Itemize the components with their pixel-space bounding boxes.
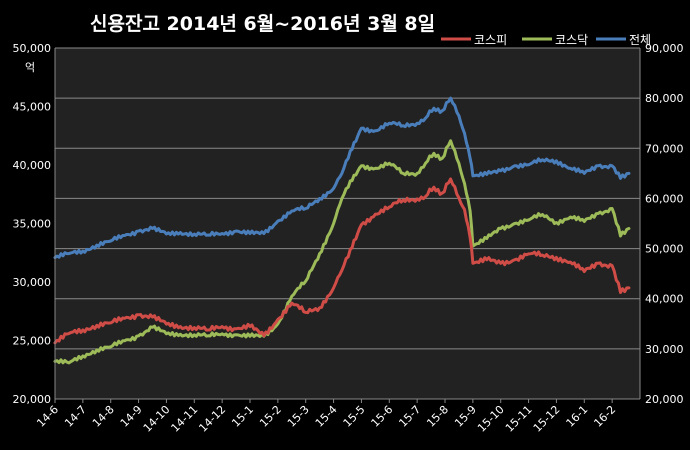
left-tick-label: 25,000	[13, 335, 52, 348]
right-tick-label: 90,000	[645, 42, 684, 55]
legend-label: 코스피	[474, 33, 507, 47]
chart-title: 신용잔고 2014년 6월~2016년 3월 8일	[90, 13, 435, 35]
left-tick-label: 35,000	[13, 218, 52, 231]
right-tick-label: 40,000	[645, 293, 684, 306]
plot-area	[55, 48, 640, 399]
series-layer	[53, 96, 631, 365]
left-tick-label: 40,000	[13, 159, 52, 172]
legend: 코스피 코스닥 전체	[441, 33, 651, 47]
right-tick-label: 50,000	[645, 243, 684, 256]
left-axis-ticks: 20,000 25,000 30,000 35,000 40,000 45,000 50,0…	[13, 42, 52, 406]
right-axis-ticks: 20,000 30,000 40,000 50,000 60,000 70,000 80,0…	[645, 42, 684, 406]
right-tick-label: 60,000	[645, 192, 684, 205]
legend-label: 코스닥	[555, 33, 588, 47]
right-tick-label: 30,000	[645, 343, 684, 356]
left-tick-label: 20,000	[13, 393, 52, 406]
series-line-코스닥	[53, 139, 631, 365]
right-tick-label: 80,000	[645, 92, 684, 105]
series-line-전체	[53, 96, 631, 260]
left-tick-label: 50,000	[13, 42, 52, 55]
y-unit-label: 억	[25, 61, 35, 74]
left-tick-label: 45,000	[13, 101, 52, 114]
series-line-코스피	[53, 177, 631, 345]
legend-label: 전체	[629, 33, 651, 47]
left-tick-label: 30,000	[13, 276, 52, 289]
right-tick-label: 70,000	[645, 142, 684, 155]
right-tick-label: 20,000	[645, 393, 684, 406]
